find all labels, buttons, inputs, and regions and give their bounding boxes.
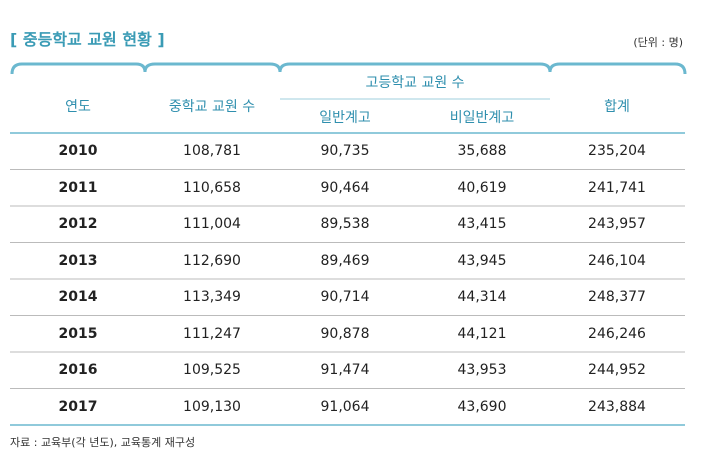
tab bbox=[143, 62, 282, 73]
title: [ 중등학교 교원 현황 ] bbox=[10, 30, 165, 49]
cell: 244,952 bbox=[588, 362, 646, 379]
cell: 111,247 bbox=[183, 325, 241, 342]
cell: 109,130 bbox=[183, 398, 241, 415]
cell: 109,525 bbox=[183, 362, 241, 379]
cell: 2014 bbox=[58, 289, 98, 306]
cell: 90,464 bbox=[320, 179, 370, 196]
cell: 248,377 bbox=[588, 289, 646, 306]
cell: 246,246 bbox=[588, 325, 646, 342]
tab bbox=[10, 62, 147, 75]
cell: 110,658 bbox=[183, 179, 241, 196]
col-header: 고등학교 교원 수 bbox=[365, 75, 465, 91]
cell: 112,690 bbox=[183, 252, 241, 269]
cell: 2016 bbox=[58, 362, 98, 379]
col-header: 합계 bbox=[604, 99, 630, 115]
cell: 111,004 bbox=[183, 216, 241, 233]
col-header: 중학교 교원 수 bbox=[168, 99, 256, 115]
cell: 35,688 bbox=[457, 143, 507, 160]
cell: 2010 bbox=[58, 143, 98, 160]
cell: 91,474 bbox=[320, 362, 370, 379]
tab bbox=[278, 62, 552, 73]
cell: 40,619 bbox=[457, 179, 507, 196]
cell: 2012 bbox=[58, 216, 98, 233]
col-header: 비일반계고 bbox=[449, 110, 515, 126]
col-header: 일반계고 bbox=[319, 110, 371, 126]
cell: 90,714 bbox=[320, 289, 370, 306]
cell: 90,878 bbox=[320, 325, 370, 342]
cell: 43,953 bbox=[457, 362, 507, 379]
cell: 91,064 bbox=[320, 398, 370, 415]
cell: 44,314 bbox=[457, 289, 507, 306]
source: 자료 : 교육부(각 년도), 교육통계 재구성 bbox=[10, 436, 196, 449]
cell: 243,884 bbox=[588, 398, 646, 415]
tab bbox=[548, 62, 687, 75]
cell: 44,121 bbox=[457, 325, 507, 342]
cell: 2011 bbox=[58, 179, 98, 196]
cell: 2015 bbox=[58, 325, 98, 342]
cell: 243,957 bbox=[588, 216, 646, 233]
col-header: 연도 bbox=[65, 99, 91, 115]
cell: 89,469 bbox=[320, 252, 370, 269]
cell: 2013 bbox=[58, 252, 98, 269]
cell: 108,781 bbox=[183, 143, 241, 160]
cell: 235,204 bbox=[588, 143, 646, 160]
cell: 113,349 bbox=[183, 289, 241, 306]
cell: 43,415 bbox=[457, 216, 507, 233]
cell: 89,538 bbox=[320, 216, 370, 233]
cell: 241,741 bbox=[588, 179, 646, 196]
cell: 90,735 bbox=[320, 143, 370, 160]
cell: 43,690 bbox=[457, 398, 507, 415]
cell: 2017 bbox=[58, 398, 98, 415]
cell: 43,945 bbox=[457, 252, 507, 269]
unit: (단위 : 명) bbox=[633, 36, 683, 49]
cell: 246,104 bbox=[588, 252, 646, 269]
